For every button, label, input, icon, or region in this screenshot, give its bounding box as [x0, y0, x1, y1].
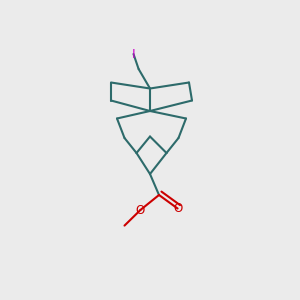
Text: O: O	[136, 203, 145, 217]
Text: I: I	[132, 47, 135, 61]
Text: O: O	[173, 202, 182, 215]
